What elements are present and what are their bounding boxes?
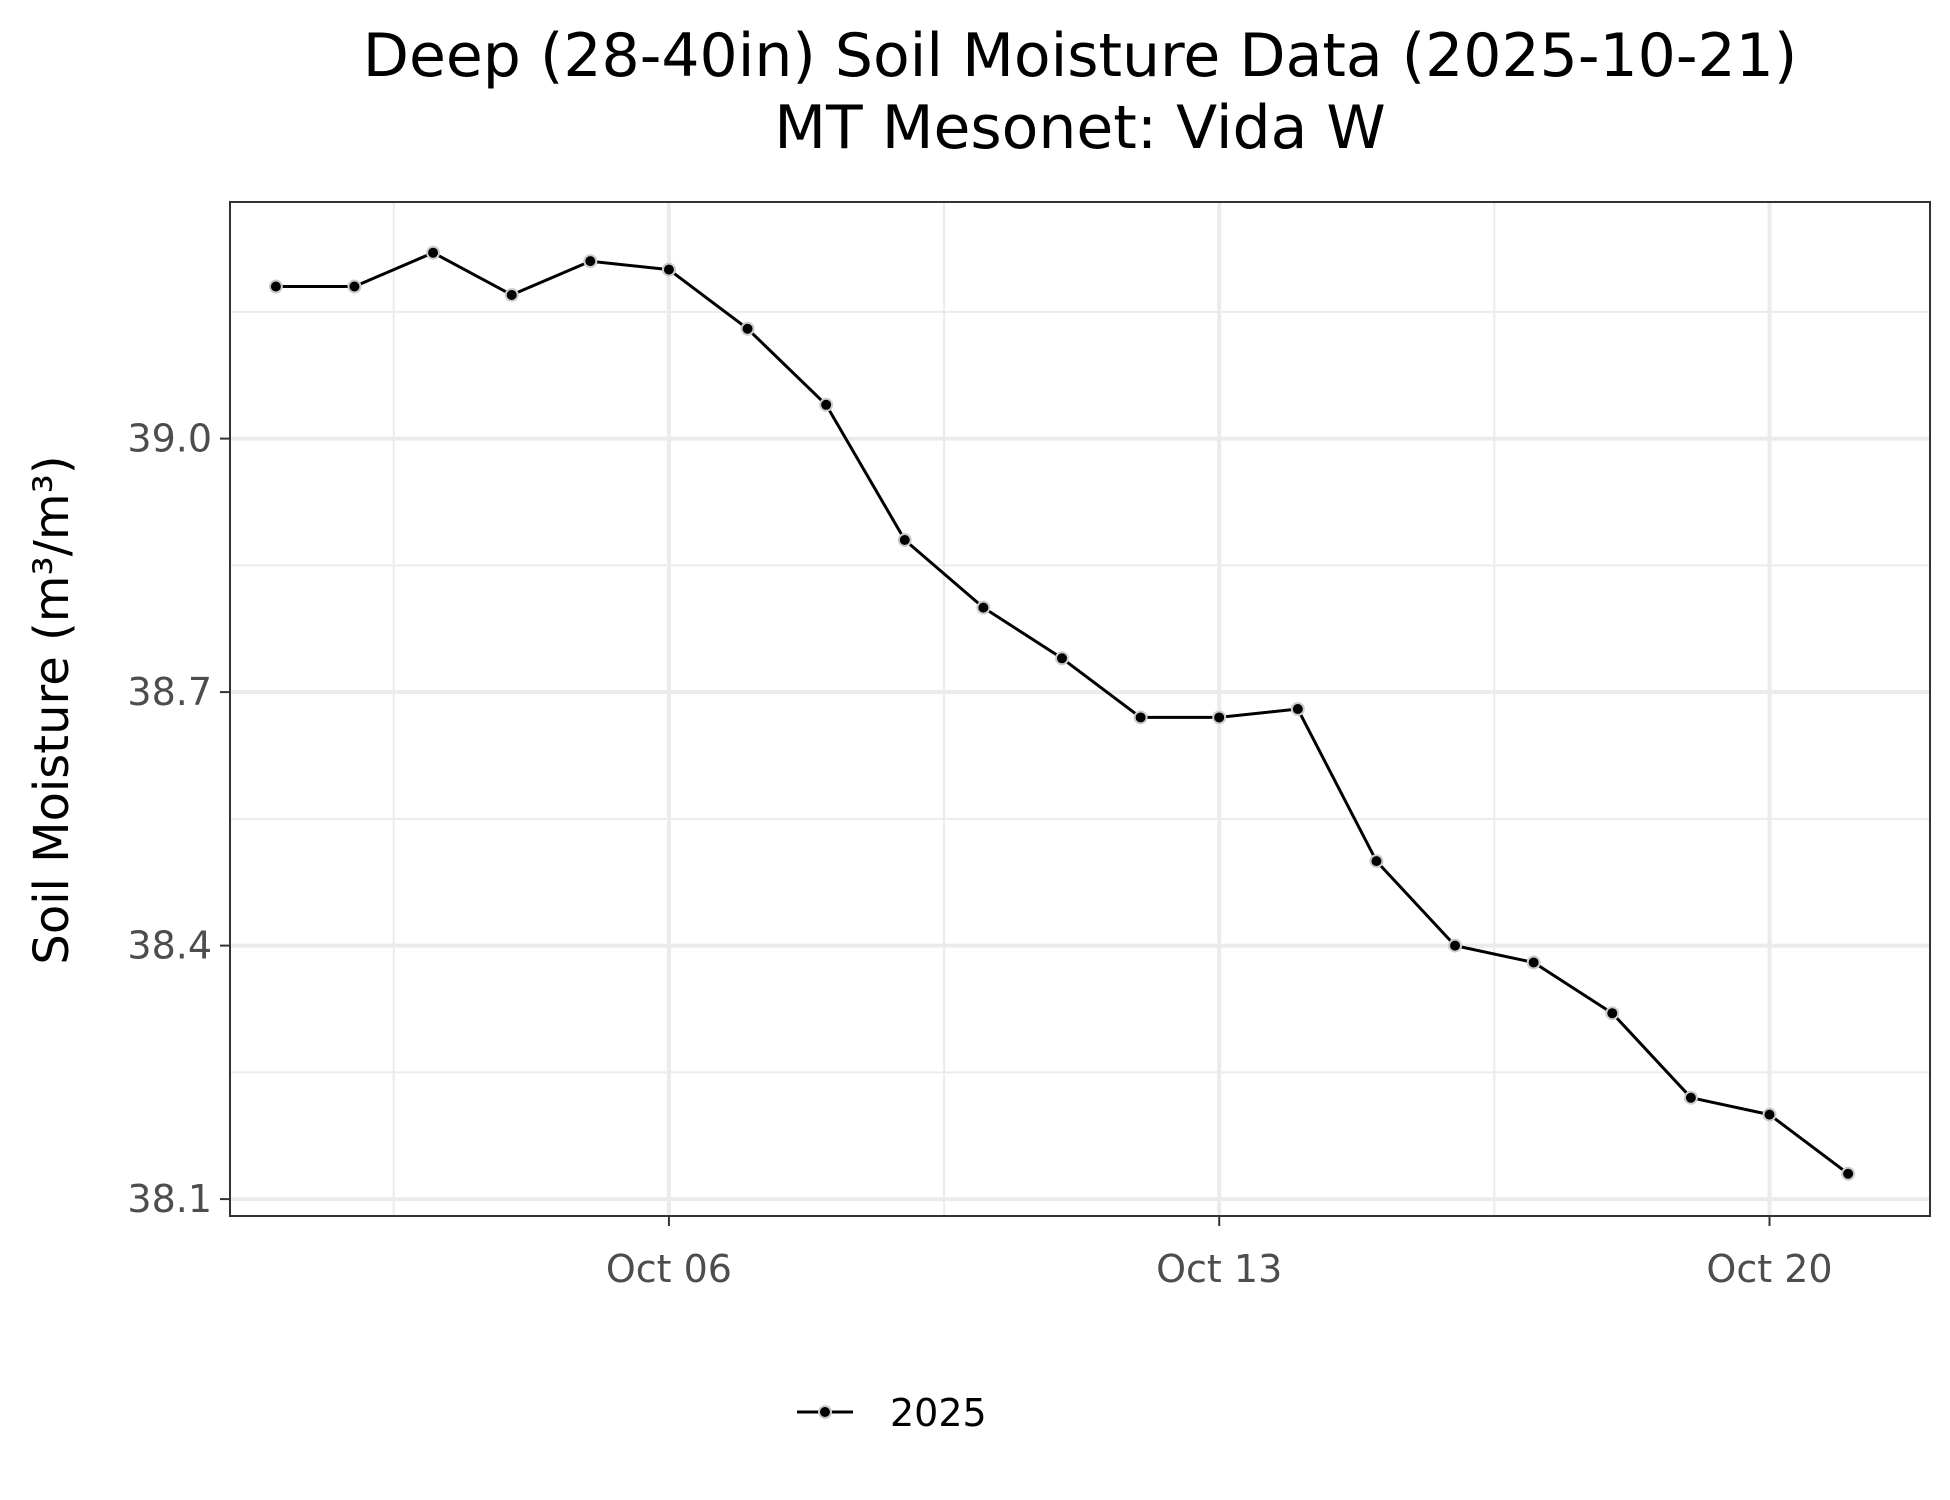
y-axis-title: Soil Moisture (m³/m³) [24, 455, 80, 964]
x-tick-labels: Oct 06 Oct 13 Oct 20 [606, 1247, 1833, 1291]
chart-title: Deep (28-40in) Soil Moisture Data (2025-… [362, 21, 1798, 91]
series-line-2025 [275, 251, 1850, 1175]
data-point [268, 279, 283, 294]
plot-panel-border [229, 201, 1931, 1217]
data-point [1369, 854, 1384, 869]
data-point [976, 600, 991, 615]
legend: 2025 [797, 1391, 987, 1435]
data-point [1683, 1090, 1698, 1105]
x-tick-label: Oct 20 [1706, 1247, 1832, 1291]
data-point [583, 254, 598, 269]
minor-gridlines [230, 202, 1930, 1216]
y-tick-label: 39.0 [127, 417, 212, 461]
data-point [1212, 710, 1227, 725]
legend-point-swatch [818, 1405, 832, 1419]
axis-ticks [220, 437, 1771, 1226]
data-point [1054, 651, 1069, 666]
data-point [740, 321, 755, 336]
data-point [661, 262, 676, 277]
legend-label-2025: 2025 [890, 1391, 987, 1435]
series-layer [268, 245, 1856, 1181]
data-point [1133, 710, 1148, 725]
data-point [819, 397, 834, 412]
y-tick-label: 38.4 [127, 924, 212, 968]
data-point [1448, 938, 1463, 953]
y-tick-label: 38.7 [127, 670, 212, 714]
data-point [1290, 702, 1305, 716]
data-point [897, 533, 912, 547]
chart-title-block: Deep (28-40in) Soil Moisture Data (2025-… [230, 20, 1930, 164]
y-tick-label: 38.1 [127, 1177, 212, 1221]
x-tick-label: Oct 06 [606, 1247, 732, 1291]
data-point [426, 245, 441, 260]
data-point [347, 279, 362, 294]
data-point [1841, 1166, 1856, 1181]
y-tick-labels: 38.1 38.4 38.7 39.0 [127, 417, 212, 1221]
major-gridlines [230, 202, 1930, 1216]
data-point [504, 287, 519, 302]
data-point [1762, 1107, 1777, 1122]
data-point [1526, 955, 1541, 970]
data-point [1605, 1006, 1620, 1021]
x-tick-label: Oct 13 [1156, 1247, 1282, 1291]
chart-subtitle: MT Mesonet: Vida W [774, 93, 1386, 163]
